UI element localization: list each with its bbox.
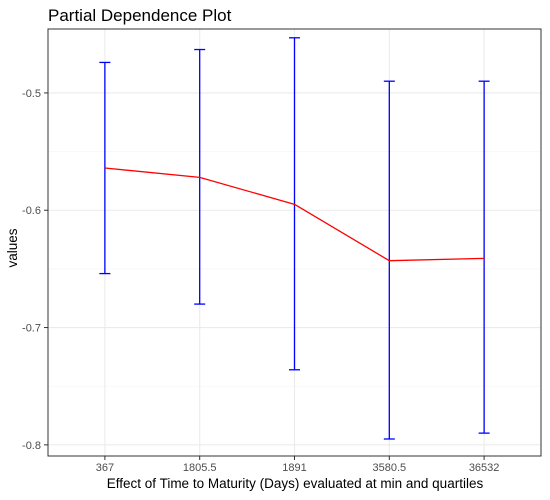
- chart-title: Partial Dependence Plot: [48, 6, 232, 25]
- error-bar: [478, 80, 490, 434]
- series-line: [104, 167, 485, 262]
- y-tick-label: -0.8: [22, 440, 41, 452]
- x-tick-label: 1805.5: [183, 462, 217, 474]
- x-tick-label: 367: [96, 462, 114, 474]
- x-tick-label: 36532: [469, 462, 500, 474]
- x-tick-label: 1891: [282, 462, 306, 474]
- y-axis-title: values: [5, 228, 20, 267]
- x-tick-label: 3580.5: [372, 462, 406, 474]
- y-tick-label: -0.5: [22, 88, 41, 100]
- x-axis-title: Effect of Time to Maturity (Days) evalua…: [107, 476, 484, 491]
- plot-panel: -0.5 -0.6 -0.7 -0.8 367 1805.5 1891 3580.5 36532: [22, 28, 542, 474]
- y-tick-label: -0.6: [22, 205, 41, 217]
- y-tick-label: -0.7: [22, 323, 41, 335]
